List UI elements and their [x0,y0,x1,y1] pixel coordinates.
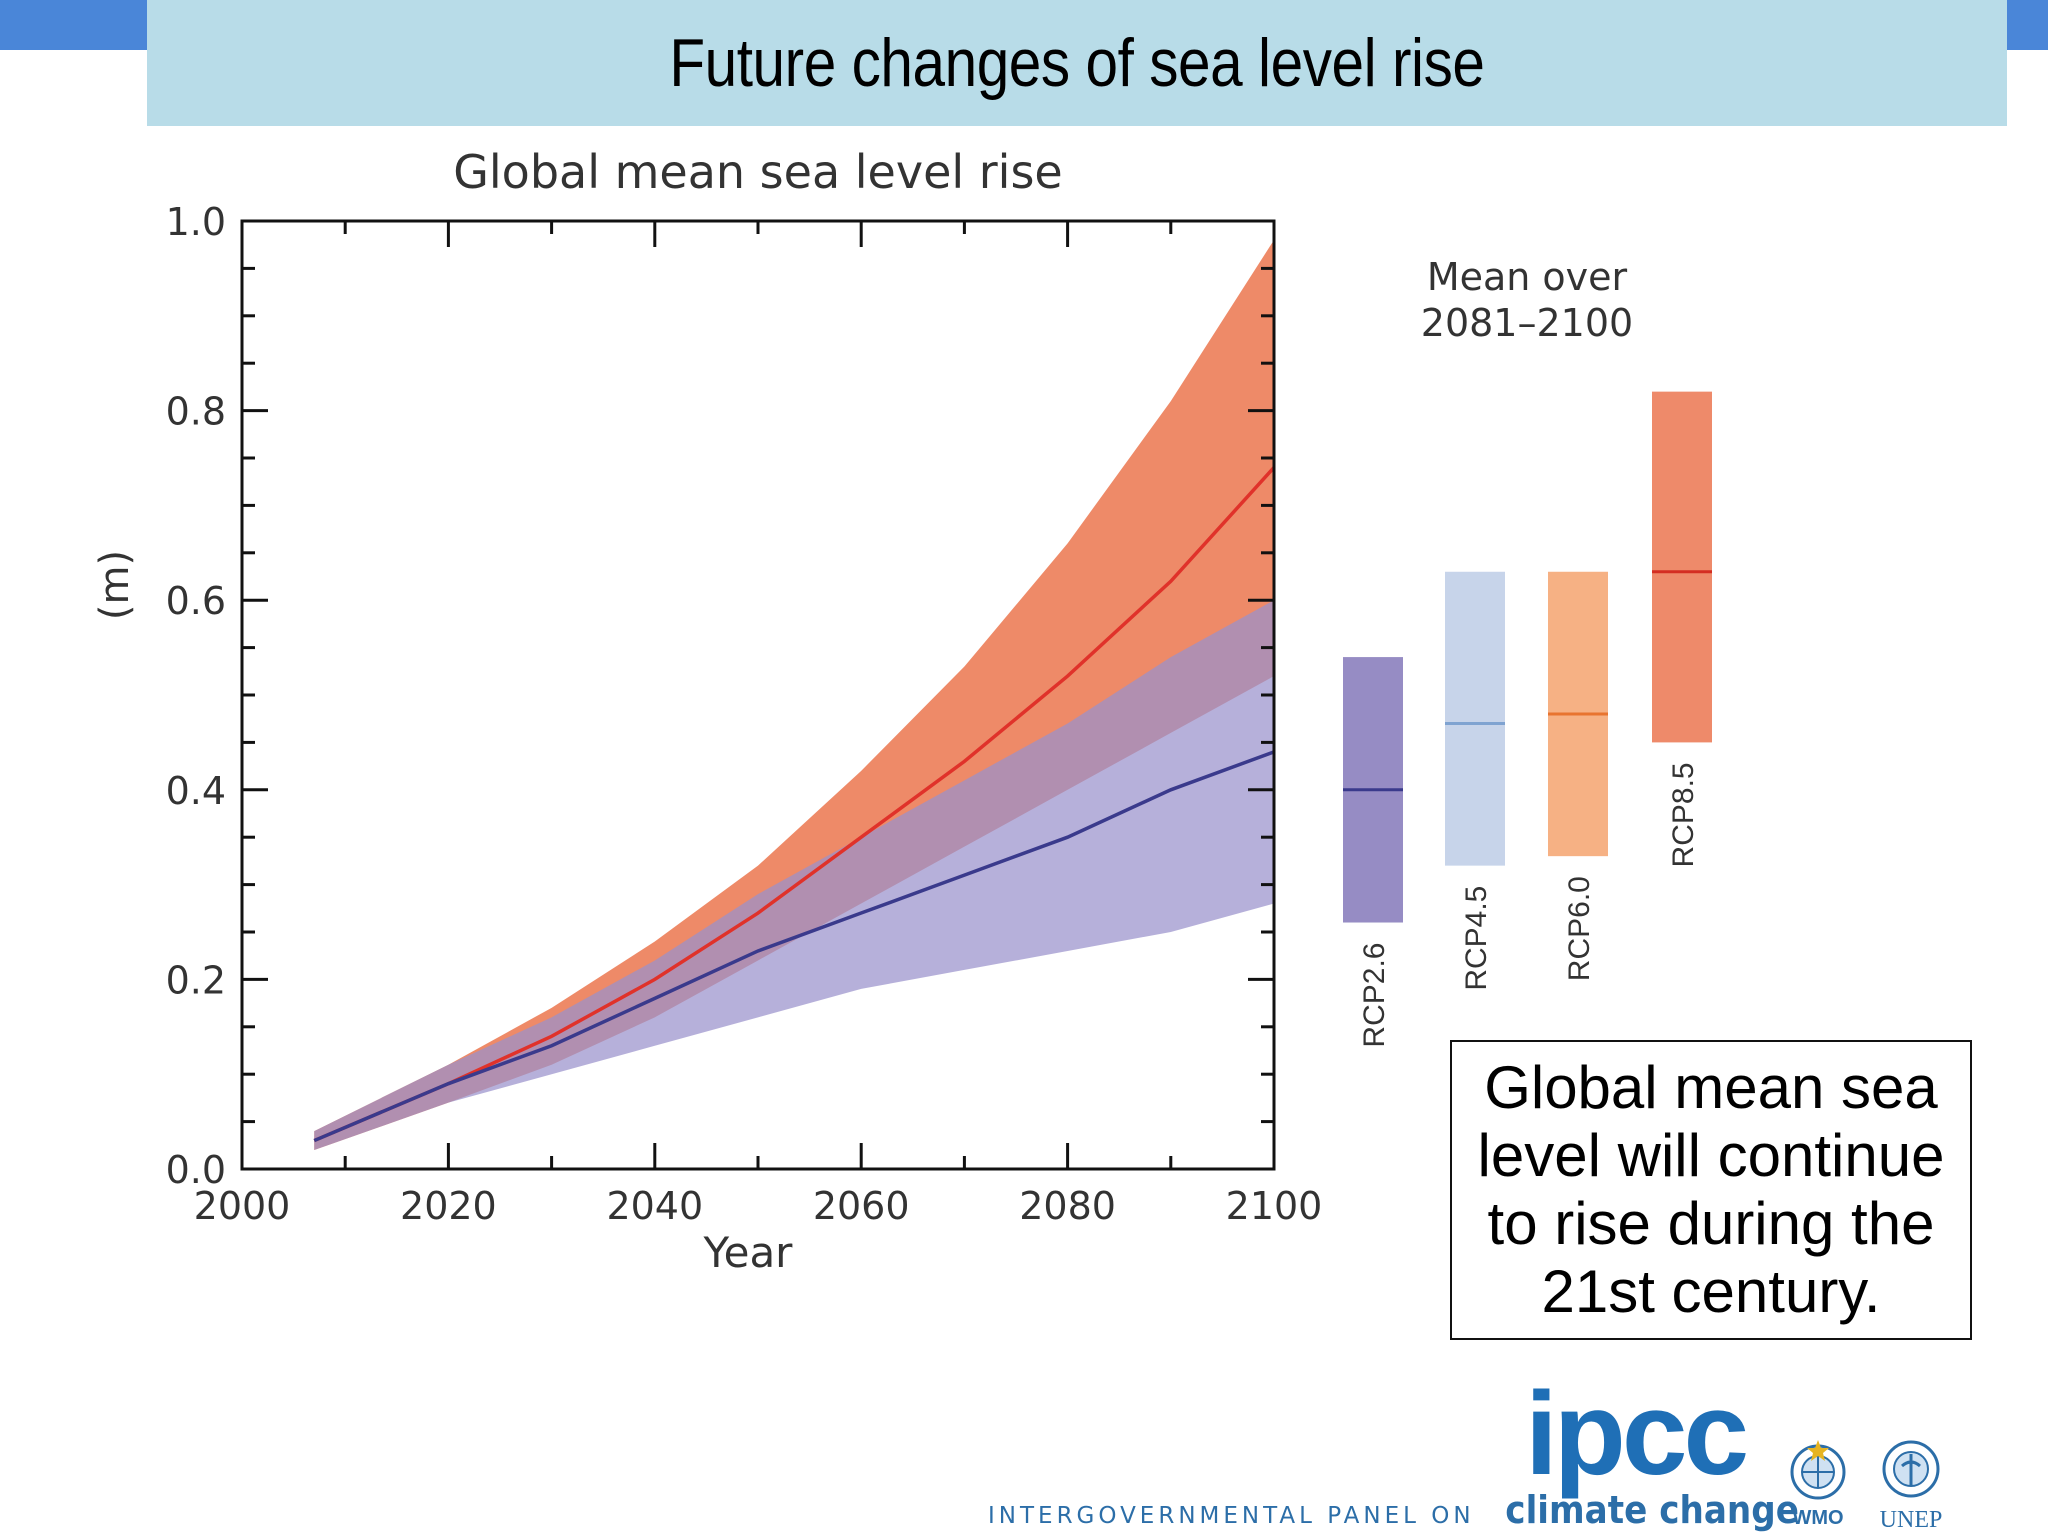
range-bar-rcp45 [1445,571,1505,866]
ipcc-footer: INTERGOVERNMENTAL PANEL ON climate chang… [988,1488,1815,1532]
sea-level-chart: 0.0 0.2 0.4 0.6 0.8 1.0 2000 2020 2040 2060 2080 21… [92,145,1712,1277]
range-label-rcp26: RCP2.6 [1358,943,1391,1048]
x-tick-label: 2100 [1226,1184,1323,1228]
y-axis-label: (m) [92,550,138,620]
mean-line-rcp26 [313,750,1275,1143]
y-tick-label: 0.8 [166,390,226,434]
ipcc-logo: ipcc [1525,1368,1749,1500]
range-bar-rcp85 [1652,391,1712,743]
unep-label: UNEP [1879,1507,1943,1533]
y-tick-label: 0.4 [166,769,226,813]
globe-emblem-icon [1790,1440,1846,1500]
side-panel-title: Mean over [1427,255,1628,299]
wmo-label: WMO [1792,1507,1844,1529]
band-rcp26 [314,600,1274,1151]
y-tick-label: 0.6 [166,579,226,623]
y-tick-label: 0.2 [166,958,226,1002]
unep-emblem-icon [1882,1440,1940,1498]
callout-box: Global mean sea level will continue to r… [1450,1040,1972,1340]
ipcc-subtitle: INTERGOVERNMENTAL PANEL ON [988,1503,1475,1529]
y-tick-label: 0.0 [166,1148,226,1192]
callout-text: Global mean sea level will continue to r… [1477,1054,1945,1325]
slide-title: Future changes of sea level rise [669,25,1485,101]
corner-accent-left [0,0,150,50]
side-panel-title: 2081–2100 [1421,301,1633,345]
x-tick-label: 2080 [1019,1184,1116,1228]
y-tick-label: 1.0 [166,200,226,244]
x-tick-label: 2020 [400,1184,497,1228]
band-rcp85 [314,239,1274,1151]
range-label-rcp85: RCP8.5 [1667,762,1700,867]
ipcc-climate-change: climate change [1504,1488,1799,1532]
corner-accent-right [2006,0,2048,50]
slide-title-bar: Future changes of sea level rise [147,0,2007,126]
x-tick-label: 2060 [813,1184,910,1228]
range-label-rcp45: RCP4.5 [1460,886,1493,991]
mean-line-rcp85 [313,466,1276,1143]
x-tick-label: 2000 [194,1184,291,1228]
range-label-rcp60: RCP6.0 [1563,876,1596,981]
chart-title: Global mean sea level rise [453,145,1062,199]
x-axis-label: Year [703,1228,794,1277]
x-tick-label: 2040 [606,1184,703,1228]
wmo-logo: WMO [1778,1438,1858,1530]
unep-logo: UNEP [1871,1438,1951,1534]
